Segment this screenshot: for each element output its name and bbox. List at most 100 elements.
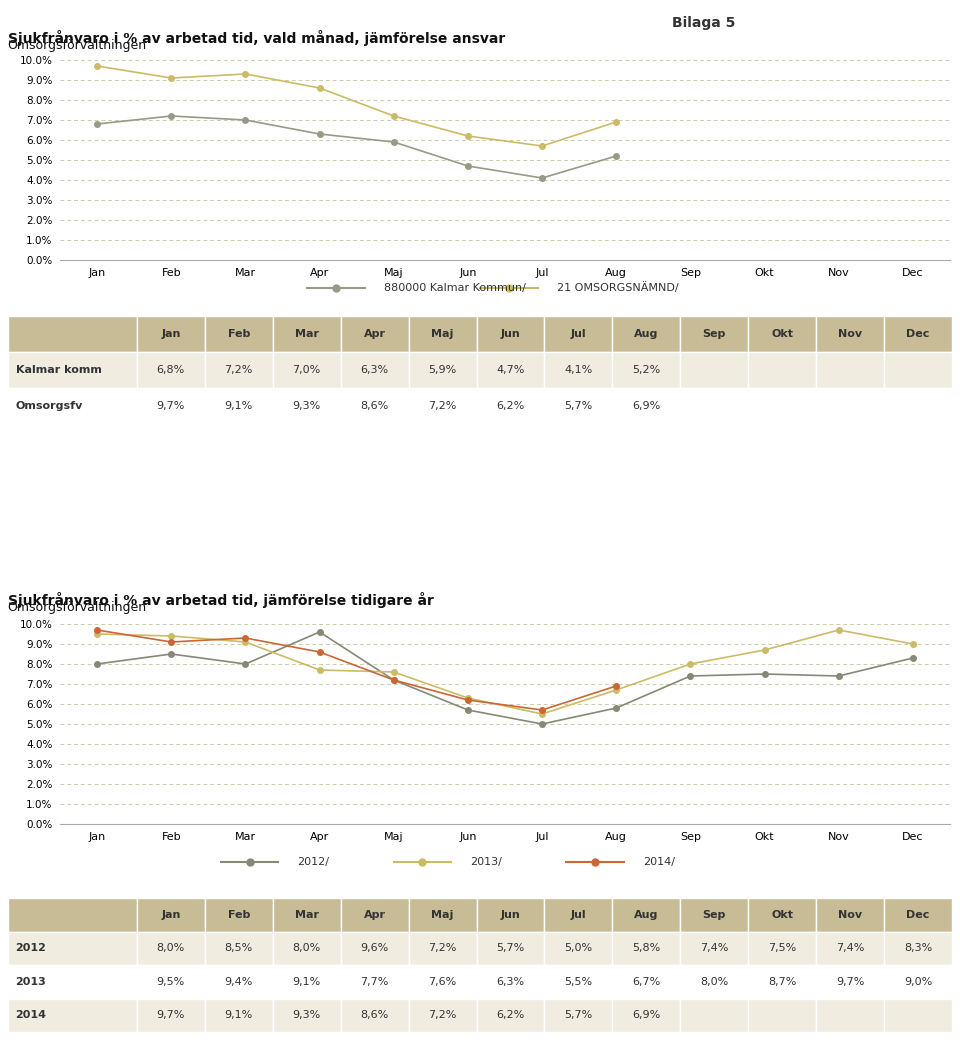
FancyBboxPatch shape — [273, 932, 341, 965]
FancyBboxPatch shape — [204, 316, 273, 352]
Text: 7,2%: 7,2% — [428, 943, 457, 954]
Text: 5,0%: 5,0% — [564, 943, 592, 954]
FancyBboxPatch shape — [476, 352, 544, 388]
FancyBboxPatch shape — [884, 932, 952, 965]
FancyBboxPatch shape — [816, 388, 884, 424]
Text: Feb: Feb — [228, 329, 250, 339]
Text: 2014/: 2014/ — [643, 857, 675, 867]
FancyBboxPatch shape — [137, 316, 204, 352]
Text: Bilaga 5: Bilaga 5 — [672, 16, 735, 30]
FancyBboxPatch shape — [341, 932, 409, 965]
Text: Omsorgsfv: Omsorgsfv — [15, 401, 83, 411]
FancyBboxPatch shape — [273, 998, 341, 1032]
FancyBboxPatch shape — [137, 998, 204, 1032]
FancyBboxPatch shape — [681, 965, 748, 998]
Text: Aug: Aug — [635, 910, 659, 919]
Text: 2012: 2012 — [15, 943, 46, 954]
FancyBboxPatch shape — [748, 352, 816, 388]
Text: Feb: Feb — [228, 910, 250, 919]
Text: Kalmar komm: Kalmar komm — [15, 365, 102, 375]
Text: 9,7%: 9,7% — [836, 977, 864, 987]
FancyBboxPatch shape — [341, 965, 409, 998]
FancyBboxPatch shape — [137, 965, 204, 998]
Text: 7,4%: 7,4% — [836, 943, 864, 954]
FancyBboxPatch shape — [748, 965, 816, 998]
FancyBboxPatch shape — [341, 998, 409, 1032]
Text: 2013/: 2013/ — [470, 857, 502, 867]
FancyBboxPatch shape — [748, 932, 816, 965]
Text: Mar: Mar — [295, 329, 319, 339]
Text: 2014: 2014 — [15, 1010, 46, 1020]
Text: 5,9%: 5,9% — [428, 365, 457, 375]
FancyBboxPatch shape — [476, 998, 544, 1032]
FancyBboxPatch shape — [884, 316, 952, 352]
Text: 880000 Kalmar Kommun/: 880000 Kalmar Kommun/ — [384, 283, 526, 293]
Text: 6,8%: 6,8% — [156, 365, 185, 375]
FancyBboxPatch shape — [544, 388, 612, 424]
FancyBboxPatch shape — [204, 352, 273, 388]
FancyBboxPatch shape — [204, 965, 273, 998]
Text: 7,2%: 7,2% — [428, 401, 457, 411]
FancyBboxPatch shape — [612, 998, 681, 1032]
FancyBboxPatch shape — [884, 998, 952, 1032]
Text: Apr: Apr — [364, 329, 386, 339]
FancyBboxPatch shape — [884, 965, 952, 998]
FancyBboxPatch shape — [544, 998, 612, 1032]
Text: 9,3%: 9,3% — [293, 401, 321, 411]
FancyBboxPatch shape — [8, 352, 137, 388]
FancyBboxPatch shape — [8, 898, 137, 932]
Text: Dec: Dec — [906, 910, 929, 919]
FancyBboxPatch shape — [204, 998, 273, 1032]
Text: 8,0%: 8,0% — [700, 977, 729, 987]
FancyBboxPatch shape — [544, 965, 612, 998]
FancyBboxPatch shape — [544, 352, 612, 388]
FancyBboxPatch shape — [612, 898, 681, 932]
FancyBboxPatch shape — [409, 898, 476, 932]
FancyBboxPatch shape — [544, 898, 612, 932]
FancyBboxPatch shape — [748, 998, 816, 1032]
Text: 7,7%: 7,7% — [360, 977, 389, 987]
Text: 8,7%: 8,7% — [768, 977, 797, 987]
Text: 5,7%: 5,7% — [564, 401, 592, 411]
Text: 5,5%: 5,5% — [564, 977, 592, 987]
FancyBboxPatch shape — [8, 932, 137, 965]
FancyBboxPatch shape — [409, 932, 476, 965]
Text: 7,6%: 7,6% — [428, 977, 457, 987]
Text: Omsorgsförvaltningen: Omsorgsförvaltningen — [8, 38, 147, 52]
FancyBboxPatch shape — [409, 998, 476, 1032]
FancyBboxPatch shape — [137, 932, 204, 965]
Text: 9,7%: 9,7% — [156, 401, 185, 411]
Text: Jan: Jan — [161, 910, 180, 919]
FancyBboxPatch shape — [273, 965, 341, 998]
Text: Nov: Nov — [838, 329, 862, 339]
Text: 9,1%: 9,1% — [293, 977, 321, 987]
FancyBboxPatch shape — [476, 316, 544, 352]
Text: 9,6%: 9,6% — [361, 943, 389, 954]
FancyBboxPatch shape — [341, 388, 409, 424]
Text: Jun: Jun — [500, 329, 520, 339]
FancyBboxPatch shape — [816, 352, 884, 388]
Text: 6,2%: 6,2% — [496, 1010, 524, 1020]
FancyBboxPatch shape — [748, 388, 816, 424]
FancyBboxPatch shape — [273, 388, 341, 424]
Text: 9,4%: 9,4% — [225, 977, 252, 987]
FancyBboxPatch shape — [204, 388, 273, 424]
FancyBboxPatch shape — [681, 932, 748, 965]
FancyBboxPatch shape — [8, 388, 137, 424]
Text: Nov: Nov — [838, 910, 862, 919]
Text: Omsorgsförvaltningen: Omsorgsförvaltningen — [8, 600, 147, 614]
Text: Aug: Aug — [635, 329, 659, 339]
Text: 9,1%: 9,1% — [225, 401, 252, 411]
FancyBboxPatch shape — [137, 388, 204, 424]
Text: Dec: Dec — [906, 329, 929, 339]
FancyBboxPatch shape — [204, 898, 273, 932]
Text: 5,8%: 5,8% — [633, 943, 660, 954]
Text: 4,7%: 4,7% — [496, 365, 525, 375]
Text: Maj: Maj — [431, 329, 454, 339]
FancyBboxPatch shape — [409, 388, 476, 424]
FancyBboxPatch shape — [8, 998, 137, 1032]
Text: 6,2%: 6,2% — [496, 401, 524, 411]
Text: 7,0%: 7,0% — [293, 365, 321, 375]
Text: 4,1%: 4,1% — [564, 365, 592, 375]
FancyBboxPatch shape — [681, 388, 748, 424]
